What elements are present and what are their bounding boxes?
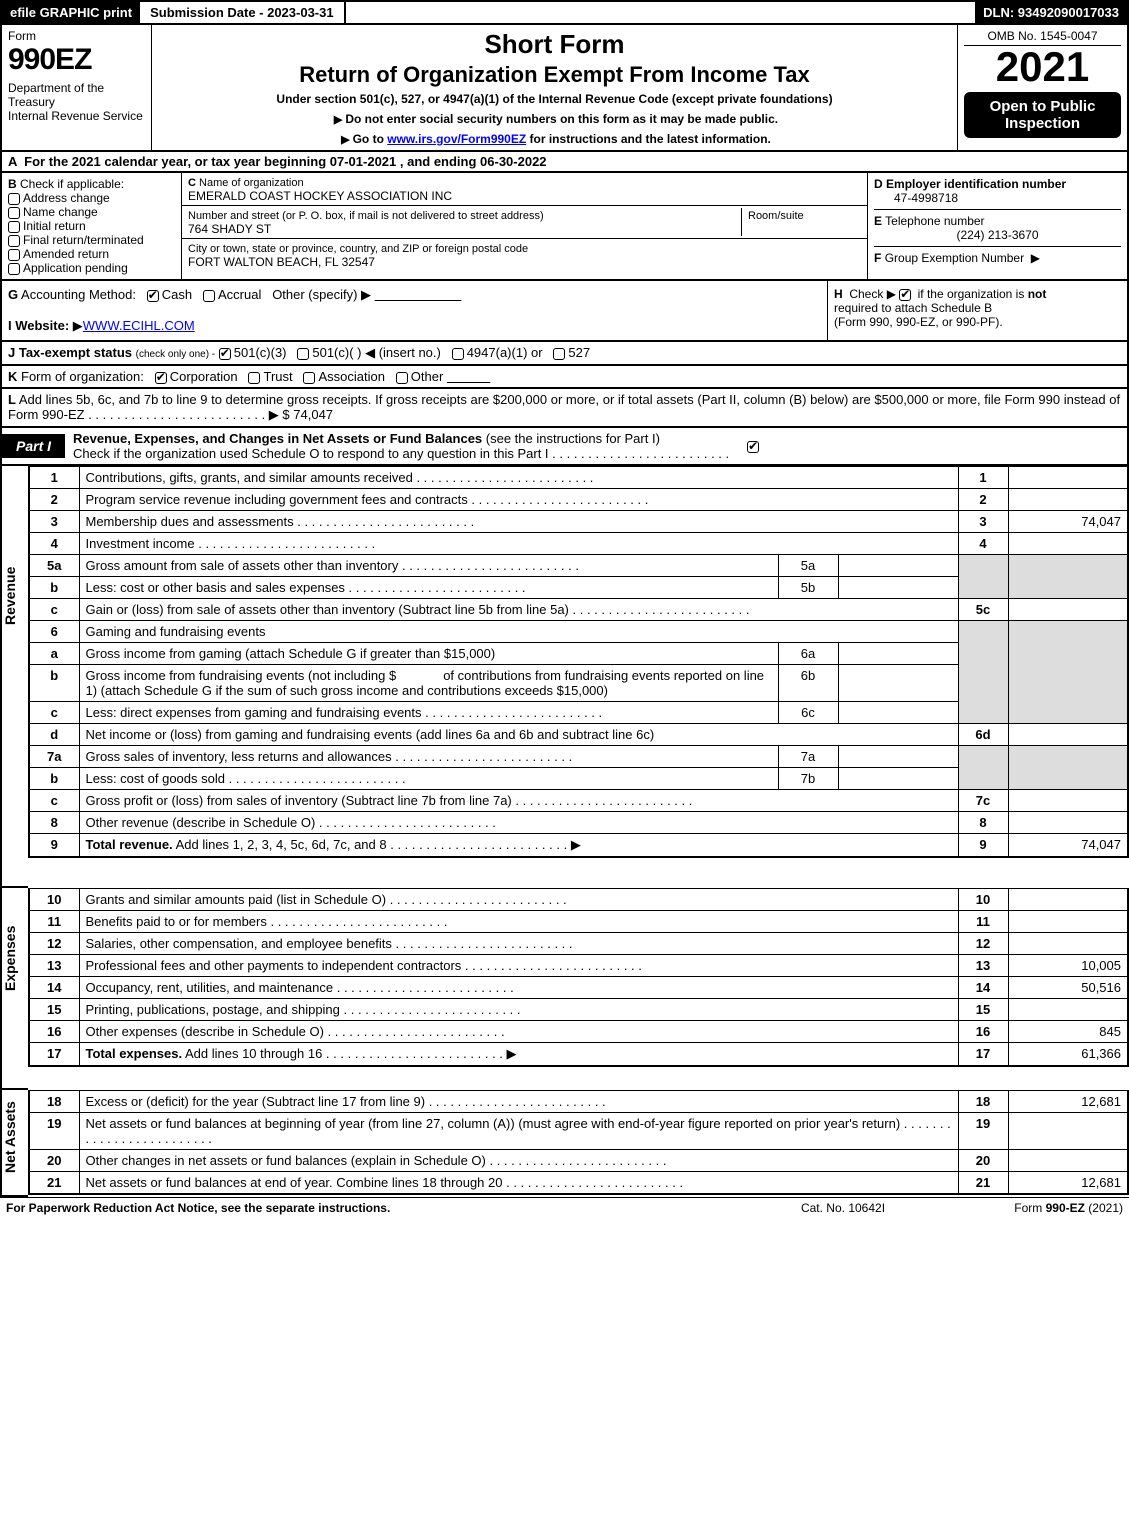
department: Department of the Treasury Internal Reve… (8, 81, 145, 123)
header-right: OMB No. 1545-0047 2021 Open to Public In… (957, 25, 1127, 150)
form-number: 990EZ (8, 43, 145, 77)
schedule-b-checkbox[interactable] (899, 289, 911, 301)
527-checkbox[interactable] (553, 348, 565, 360)
other-checkbox[interactable] (396, 372, 408, 384)
net-assets-label: Net Assets (0, 1090, 28, 1197)
amended-return-checkbox[interactable] (8, 249, 20, 261)
association-checkbox[interactable] (303, 372, 315, 384)
open-inspection: Open to Public Inspection (964, 92, 1121, 138)
form-ref: Form 990-EZ (2021) (943, 1201, 1123, 1215)
line-16-amount: 845 (1008, 1021, 1128, 1043)
section-c: C Name of organization EMERALD COAST HOC… (182, 173, 867, 279)
under-section: Under section 501(c), 527, or 4947(a)(1)… (158, 92, 951, 106)
dln: DLN: 93492090017033 (975, 2, 1127, 23)
section-k: K Form of organization: Corporation Trus… (0, 366, 1129, 389)
irs-link[interactable]: www.irs.gov/Form990EZ (387, 132, 526, 146)
paperwork-notice: For Paperwork Reduction Act Notice, see … (6, 1201, 743, 1215)
application-pending-checkbox[interactable] (8, 263, 20, 275)
section-j: J Tax-exempt status (check only one) - 5… (0, 342, 1129, 366)
return-title: Return of Organization Exempt From Incom… (158, 62, 951, 88)
final-return-checkbox[interactable] (8, 235, 20, 247)
form-header: Form 990EZ Department of the Treasury In… (0, 25, 1129, 152)
street-address: 764 SHADY ST (188, 222, 271, 236)
section-a: A For the 2021 calendar year, or tax yea… (0, 152, 1129, 173)
part-1-title: Revenue, Expenses, and Changes in Net As… (65, 428, 737, 464)
header-center: Short Form Return of Organization Exempt… (152, 25, 957, 150)
tax-year: 2021 (964, 46, 1121, 88)
corporation-checkbox[interactable] (155, 372, 167, 384)
page-footer: For Paperwork Reduction Act Notice, see … (0, 1197, 1129, 1218)
city-state-zip: FORT WALTON BEACH, FL 32547 (188, 255, 375, 269)
short-form-title: Short Form (158, 29, 951, 60)
topbar: efile GRAPHIC print Submission Date - 20… (0, 0, 1129, 25)
trust-checkbox[interactable] (248, 372, 260, 384)
do-not-note: Do not enter social security numbers on … (158, 112, 951, 126)
part-1-header: Part I Revenue, Expenses, and Changes in… (0, 428, 1129, 466)
line-13-amount: 10,005 (1008, 955, 1128, 977)
expenses-label: Expenses (0, 888, 28, 1090)
phone: (224) 213-3670 (874, 228, 1121, 242)
ein: 47-4998718 (874, 191, 958, 205)
line-14-amount: 50,516 (1008, 977, 1128, 999)
address-change-checkbox[interactable] (8, 193, 20, 205)
section-bcdef: B Check if applicable: Address change Na… (0, 173, 1129, 281)
cash-checkbox[interactable] (147, 290, 159, 302)
section-b: B Check if applicable: Address change Na… (2, 173, 182, 279)
gross-receipts: $ 74,047 (282, 407, 333, 422)
section-l: L Add lines 5b, 6c, and 7b to line 9 to … (0, 389, 1129, 428)
revenue-lines: 1Contributions, gifts, grants, and simil… (28, 466, 1129, 858)
goto-note: Go to www.irs.gov/Form990EZ for instruct… (158, 132, 951, 146)
schedule-o-checkbox[interactable] (747, 441, 759, 453)
website-link[interactable]: WWW.ECIHL.COM (83, 318, 195, 333)
section-h: H Check ▶ if the organization is not req… (827, 281, 1127, 340)
submission-date: Submission Date - 2023-03-31 (140, 2, 346, 23)
line-3-amount: 74,047 (1008, 511, 1128, 533)
501c-checkbox[interactable] (297, 348, 309, 360)
section-g: G Accounting Method: Cash Accrual Other … (2, 281, 827, 340)
initial-return-checkbox[interactable] (8, 221, 20, 233)
line-18-amount: 12,681 (1008, 1091, 1128, 1113)
section-def: D Employer identification number 47-4998… (867, 173, 1127, 279)
form-label: Form (8, 29, 145, 43)
header-left: Form 990EZ Department of the Treasury In… (2, 25, 152, 150)
net-asset-lines: 18Excess or (deficit) for the year (Subt… (28, 1090, 1129, 1195)
4947-checkbox[interactable] (452, 348, 464, 360)
line-17-amount: 61,366 (1008, 1043, 1128, 1067)
line-21-amount: 12,681 (1008, 1172, 1128, 1195)
cat-no: Cat. No. 10642I (743, 1201, 943, 1215)
efile-graphic-print[interactable]: efile GRAPHIC print (2, 2, 140, 23)
expense-lines: 10Grants and similar amounts paid (list … (28, 888, 1129, 1067)
revenue-label: Revenue (0, 466, 28, 888)
part-1-tag: Part I (2, 434, 65, 458)
name-change-checkbox[interactable] (8, 207, 20, 219)
501c3-checkbox[interactable] (219, 348, 231, 360)
accrual-checkbox[interactable] (203, 290, 215, 302)
line-9-amount: 74,047 (1008, 834, 1128, 858)
section-gh: G Accounting Method: Cash Accrual Other … (0, 281, 1129, 342)
org-name: EMERALD COAST HOCKEY ASSOCIATION INC (188, 189, 452, 203)
